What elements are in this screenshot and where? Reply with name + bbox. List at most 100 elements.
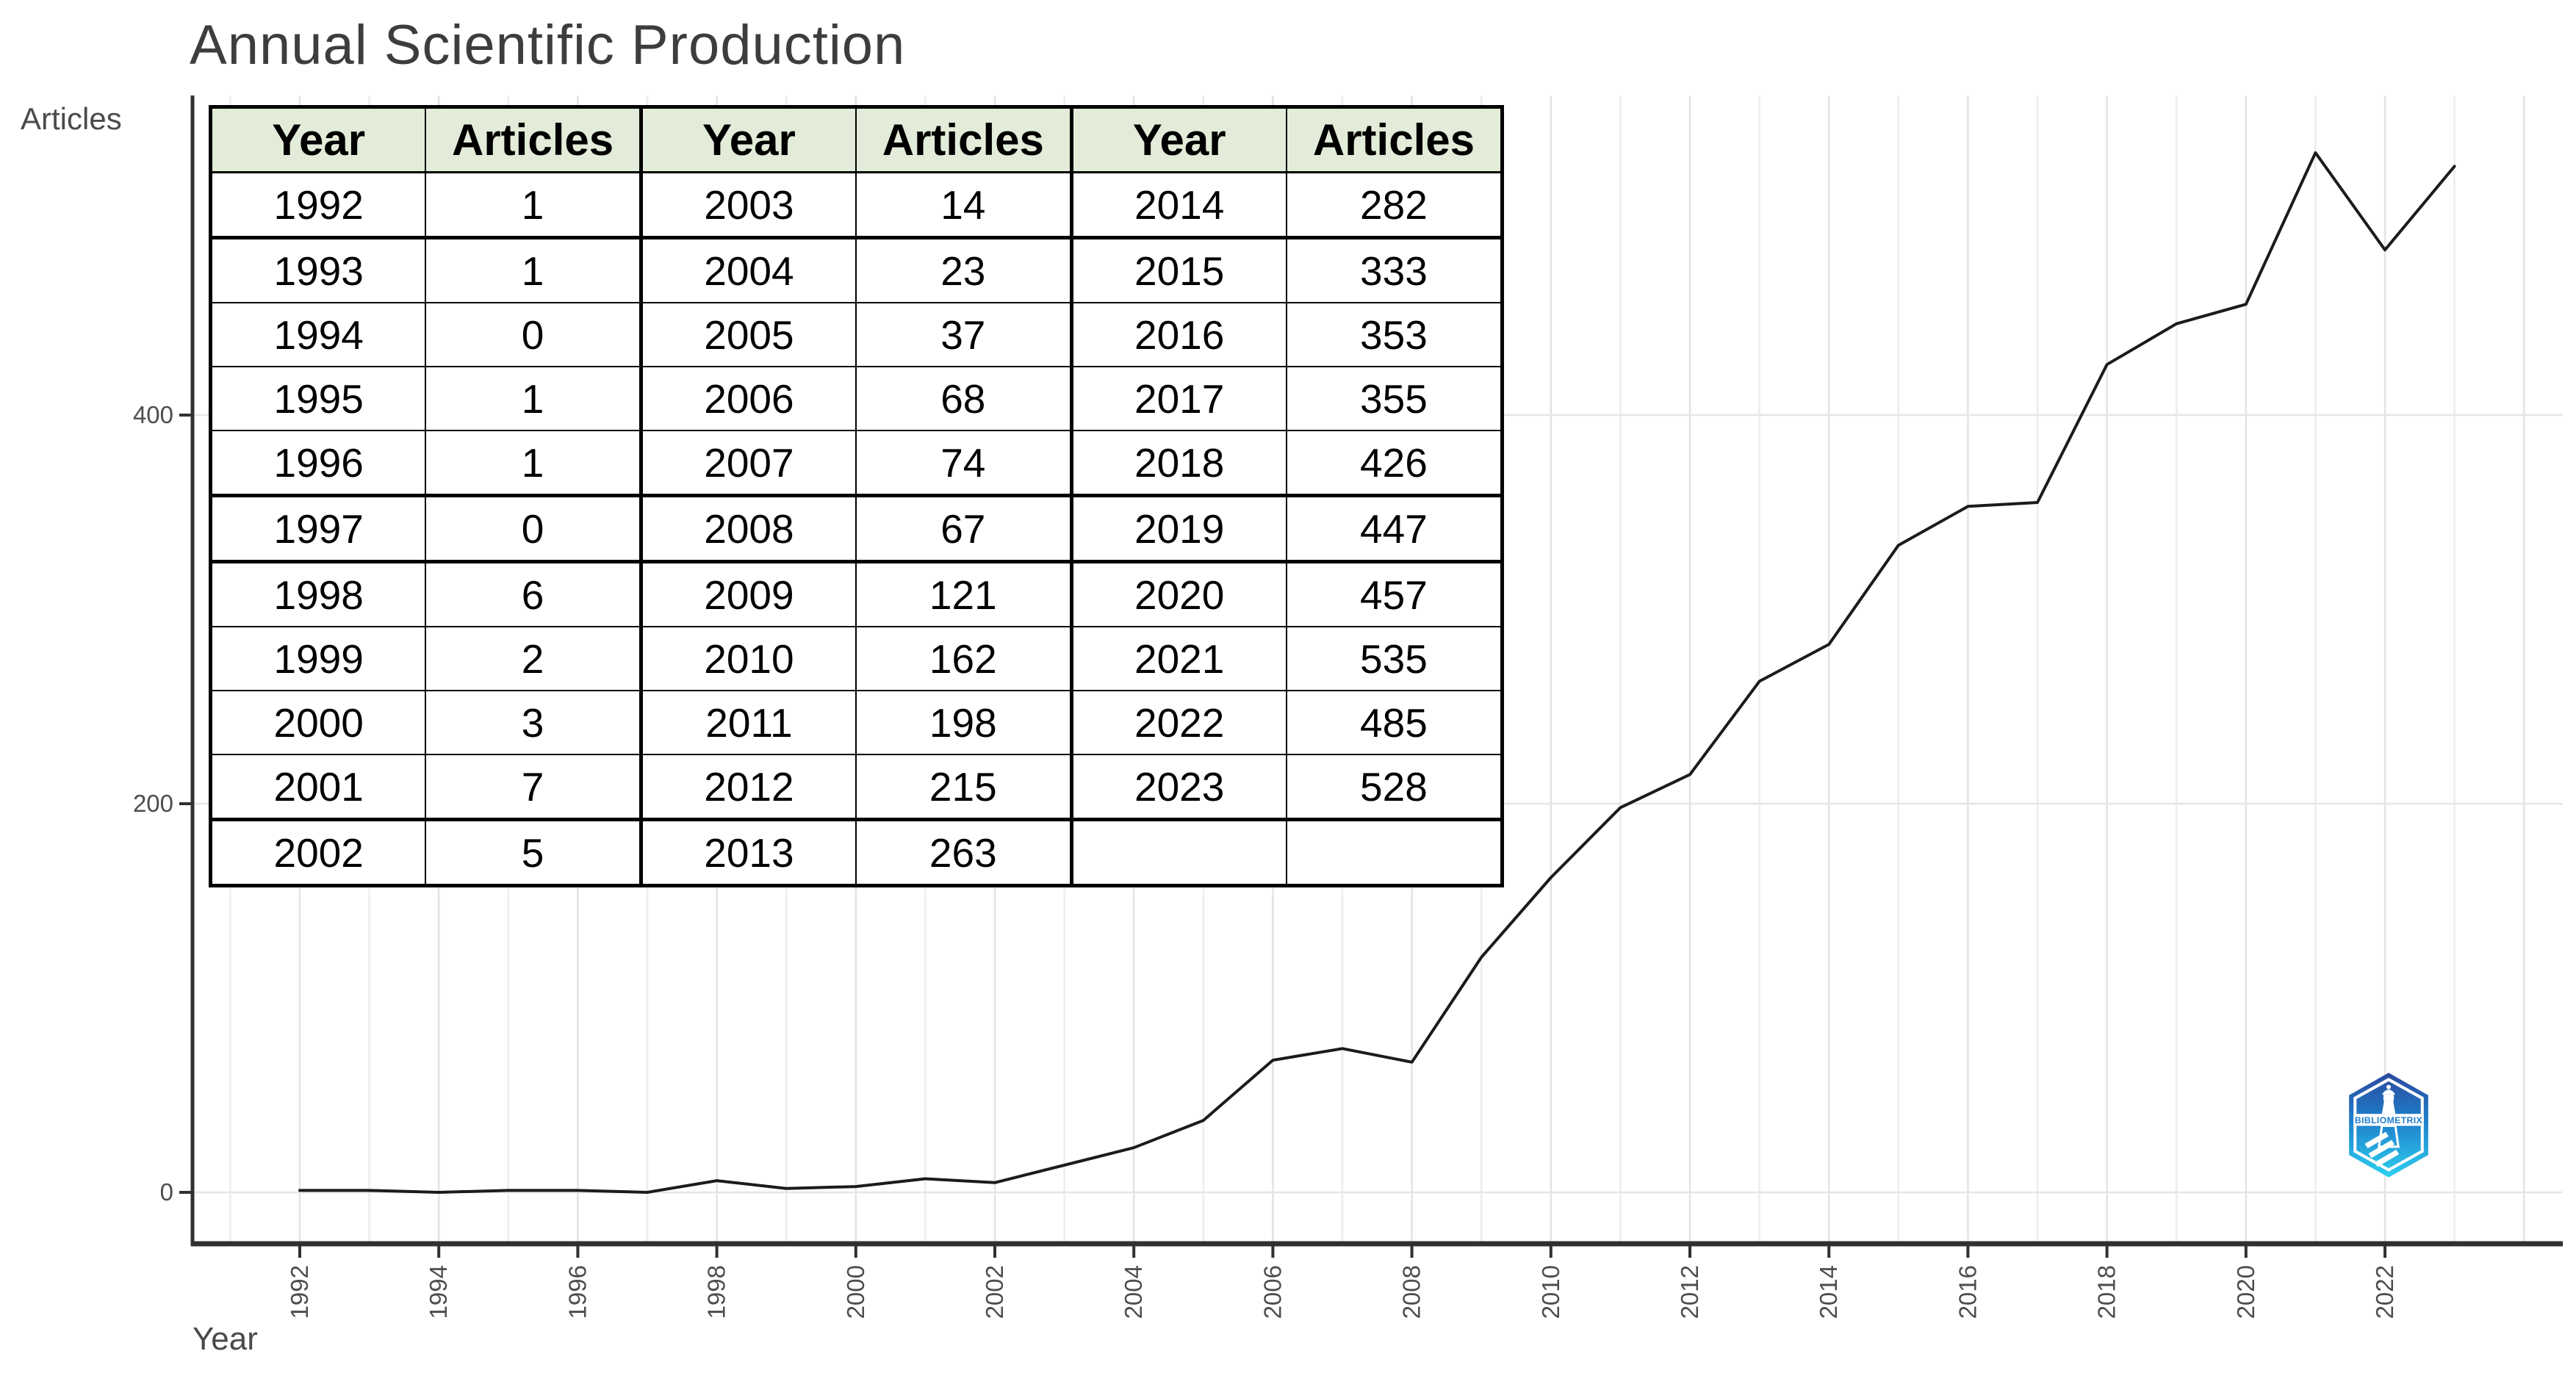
- x-tick-label: 2002: [981, 1265, 1008, 1319]
- lighthouse-base: [2364, 1124, 2400, 1167]
- y-axis-title: Articles: [21, 101, 122, 136]
- table-header: Year Articles Year Articles Year Articles: [209, 106, 1503, 173]
- table-header-cell: Year: [1071, 106, 1287, 173]
- y-tick-label: 400: [133, 401, 173, 428]
- table-cell: 6: [425, 561, 643, 627]
- axis-lines: [190, 96, 2563, 1247]
- table-cell: 7: [425, 754, 643, 821]
- table-cell: 74: [855, 430, 1073, 497]
- x-tick-label: 2022: [2371, 1265, 2398, 1319]
- table-cell: 2015: [1071, 237, 1287, 303]
- table-cell: 2007: [640, 430, 857, 497]
- table-row: 2002 5 2013 263: [209, 818, 1503, 887]
- table-row: 1993 1 2004 23 2015 333: [209, 237, 1503, 303]
- table-cell: 485: [1285, 690, 1503, 755]
- x-tick-label: 2018: [2093, 1265, 2120, 1319]
- table-cell: 355: [1285, 366, 1503, 431]
- table-body: 1992 1 2003 14 2014 282 1993 1 2004 23 2015 333 1994…: [209, 171, 1503, 887]
- table-cell: 3: [425, 690, 643, 755]
- table-cell: [1285, 818, 1503, 887]
- y-tick-labels: 0 200 400: [133, 401, 173, 1206]
- table-row: 1994 0 2005 37 2016 353: [209, 302, 1503, 367]
- table-cell: 14: [855, 171, 1073, 239]
- table-cell: [1071, 818, 1287, 887]
- table-cell: 2012: [640, 754, 857, 821]
- chart-title: Annual Scientific Production: [190, 14, 906, 76]
- lighthouse-icon: [2381, 1084, 2396, 1114]
- table-cell: 2005: [640, 302, 857, 367]
- x-tick-label: 1994: [425, 1265, 452, 1319]
- x-tick-label: 2010: [1537, 1265, 1564, 1319]
- table-row: 2001 7 2012 215 2023 528: [209, 754, 1503, 821]
- production-table: Year Articles Year Articles Year Articles 199…: [209, 105, 1504, 887]
- table-cell: 2008: [640, 494, 857, 563]
- table-row: 2000 3 2011 198 2022 485: [209, 690, 1503, 755]
- x-tick-label: 2012: [1676, 1265, 1703, 1319]
- table-cell: 2001: [209, 754, 427, 821]
- table-cell: 37: [855, 302, 1073, 367]
- table-cell: 1: [425, 366, 643, 431]
- table-cell: 198: [855, 690, 1073, 755]
- table-cell: 1: [425, 237, 643, 303]
- x-tick-label: 2014: [1815, 1265, 1842, 1319]
- table-row: 1997 0 2008 67 2019 447: [209, 494, 1503, 563]
- table-cell: 0: [425, 494, 643, 563]
- logo-inner-ring: [2353, 1078, 2424, 1172]
- table-cell: 2002: [209, 818, 427, 887]
- table-cell: 2010: [640, 626, 857, 691]
- x-tick-label: 2004: [1120, 1265, 1147, 1319]
- table-cell: 1996: [209, 430, 427, 497]
- table-cell: 2018: [1071, 430, 1287, 497]
- table-cell: 282: [1285, 171, 1503, 239]
- articles-line-series: [298, 151, 2456, 1194]
- x-tick-label: 2008: [1398, 1265, 1425, 1319]
- table-cell: 426: [1285, 430, 1503, 497]
- table-cell: 68: [855, 366, 1073, 431]
- table-header-cell: Year: [209, 106, 427, 173]
- table-cell: 1: [425, 171, 643, 239]
- table-cell: 2000: [209, 690, 427, 755]
- table-header-cell: Articles: [1285, 106, 1503, 173]
- table-cell: 23: [855, 237, 1073, 303]
- table-cell: 2023: [1071, 754, 1287, 821]
- x-tick-label: 2000: [842, 1265, 869, 1319]
- table-row: 1998 6 2009 121 2020 457: [209, 561, 1503, 627]
- table-cell: 2016: [1071, 302, 1287, 367]
- table-header-cell: Articles: [855, 106, 1073, 173]
- table-cell: 2011: [640, 690, 857, 755]
- axis-tick-marks: [179, 414, 2386, 1258]
- x-tick-label: 2016: [1954, 1265, 1981, 1319]
- y-tick-label: 200: [133, 790, 173, 817]
- x-tick-label: 2020: [2232, 1265, 2259, 1319]
- logo-banner: [2353, 1114, 2424, 1126]
- x-axis-title: Year: [193, 1321, 258, 1357]
- table-cell: 5: [425, 818, 643, 887]
- table-cell: 1992: [209, 171, 427, 239]
- table-cell: 447: [1285, 494, 1503, 563]
- table-cell: 1999: [209, 626, 427, 691]
- table-cell: 2003: [640, 171, 857, 239]
- table-cell: 1997: [209, 494, 427, 563]
- table-row: 1999 2 2010 162 2021 535: [209, 626, 1503, 691]
- table-cell: 2009: [640, 561, 857, 627]
- table-cell: 2006: [640, 366, 857, 431]
- table-row: 1996 1 2007 74 2018 426: [209, 430, 1503, 497]
- table-cell: 2022: [1071, 690, 1287, 755]
- table-cell: 2014: [1071, 171, 1287, 239]
- table-row: 1995 1 2006 68 2017 355: [209, 366, 1503, 431]
- logo-wordmark: BIBLIOMETRIX: [2355, 1115, 2423, 1125]
- table-cell: 2019: [1071, 494, 1287, 563]
- x-tick-label: 1998: [703, 1265, 730, 1319]
- table-cell: 535: [1285, 626, 1503, 691]
- table-cell: 2017: [1071, 366, 1287, 431]
- table-cell: 1998: [209, 561, 427, 627]
- table-cell: 457: [1285, 561, 1503, 627]
- y-tick-label: 0: [160, 1178, 173, 1206]
- table-cell: 2020: [1071, 561, 1287, 627]
- x-tick-labels: 1992 1994 1996 1998 2000 2002 2004 2006 2008 2010…: [286, 1265, 2398, 1319]
- table-header-cell: Articles: [425, 106, 643, 173]
- bibliometrix-logo: BIBLIOMETRIX: [2349, 1073, 2428, 1178]
- x-tick-label: 1992: [286, 1265, 313, 1319]
- table-cell: 121: [855, 561, 1073, 627]
